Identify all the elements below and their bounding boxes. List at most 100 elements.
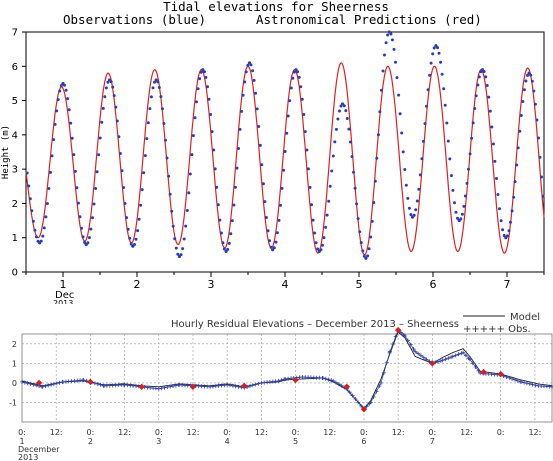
observation-point <box>319 248 323 252</box>
x-tick-label: 0: <box>223 428 231 437</box>
observation-point <box>473 107 477 110</box>
y-tick-label: 1 <box>12 233 18 244</box>
obs-point <box>424 357 429 362</box>
y-tick-label: 5 <box>12 96 18 107</box>
observation-point <box>373 179 377 183</box>
observation-point <box>510 209 514 213</box>
obs-point <box>371 395 376 399</box>
observation-point <box>428 73 432 77</box>
observation-point <box>210 130 214 134</box>
observation-point <box>52 138 56 142</box>
top-chart-year-label: 2013 <box>53 299 73 308</box>
x-tick-label: 2 <box>134 278 141 291</box>
observation-point <box>78 215 82 219</box>
obs-point <box>399 330 403 335</box>
daily-marker <box>241 382 248 390</box>
obs-point <box>122 382 127 387</box>
obs-point <box>162 385 167 390</box>
observation-point <box>283 150 287 153</box>
observation-point <box>432 46 436 50</box>
observation-point <box>362 254 366 258</box>
obs-point <box>339 383 344 388</box>
observation-point <box>299 85 303 89</box>
observation-point <box>207 97 211 101</box>
daily-marker <box>429 360 436 367</box>
observation-point <box>258 143 262 147</box>
residual-chart-frame <box>21 333 553 423</box>
observation-point <box>204 75 208 79</box>
obs-point <box>248 384 252 389</box>
observation-point <box>100 120 104 124</box>
observation-point <box>159 95 163 99</box>
observation-point <box>353 186 357 190</box>
daily-marker <box>343 383 351 390</box>
daily-marker <box>497 370 504 378</box>
observation-point <box>334 127 338 131</box>
obs-point <box>507 375 512 380</box>
observation-point <box>485 84 489 87</box>
observation-point <box>28 197 32 201</box>
observation-point <box>252 78 256 82</box>
observation-point <box>350 155 354 159</box>
obs-point <box>250 383 255 388</box>
observation-point <box>465 181 469 185</box>
observation-point <box>538 155 542 159</box>
observation-point <box>505 234 509 238</box>
observation-point <box>367 247 371 251</box>
observation-point <box>188 172 192 176</box>
observation-point <box>117 135 121 139</box>
obs-point <box>418 353 423 358</box>
obs-point <box>233 384 238 389</box>
obs-point <box>416 351 421 356</box>
observation-point <box>142 171 146 175</box>
obs-point <box>356 400 361 405</box>
obs-point <box>25 381 30 386</box>
observation-point <box>89 227 93 231</box>
top-chart-title: Tidal elevations for Sheerness <box>163 0 389 14</box>
obs-point <box>530 382 535 387</box>
observation-point <box>404 183 408 187</box>
obs-point <box>22 380 27 385</box>
obs-point <box>165 385 170 390</box>
observation-point <box>443 103 447 107</box>
observation-point <box>125 216 129 220</box>
observation-point <box>285 131 289 135</box>
observation-point <box>303 130 307 134</box>
observation-point <box>521 100 525 103</box>
observation-point <box>398 112 402 116</box>
observation-point <box>56 98 60 102</box>
daily-marker-series <box>35 326 504 413</box>
x-day-label: 2 <box>88 437 93 446</box>
residual-chart-y-axis: -1 0 1 2 <box>9 340 17 408</box>
observation-point <box>518 129 522 133</box>
obs-point <box>347 390 352 395</box>
obs-point <box>84 378 89 383</box>
observation-point <box>384 41 388 45</box>
observation-point <box>238 127 242 131</box>
y-tick-label: 4 <box>12 130 18 141</box>
obs-point <box>43 384 48 389</box>
observation-point <box>448 157 452 161</box>
obs-point <box>473 365 478 369</box>
observation-point <box>232 203 236 207</box>
observation-point <box>162 122 166 125</box>
residual-legend: Model +++++ Obs. <box>463 312 540 335</box>
observation-point <box>470 136 474 140</box>
observation-point <box>156 80 160 84</box>
y-tick-label: 1 <box>12 359 17 368</box>
obs-point <box>501 374 506 378</box>
observation-point <box>229 232 233 236</box>
obs-point <box>470 361 475 366</box>
observation-point <box>316 247 320 251</box>
obs-point <box>230 383 235 388</box>
x-day-label: 5 <box>293 437 298 446</box>
observation-point <box>507 229 511 233</box>
observation-point <box>496 193 500 196</box>
observation-point <box>50 154 54 158</box>
observation-point <box>86 241 90 245</box>
observation-point <box>288 99 292 103</box>
observation-point <box>445 121 449 125</box>
observation-point <box>407 206 411 210</box>
observation-point <box>401 150 405 154</box>
observation-point <box>459 217 463 221</box>
